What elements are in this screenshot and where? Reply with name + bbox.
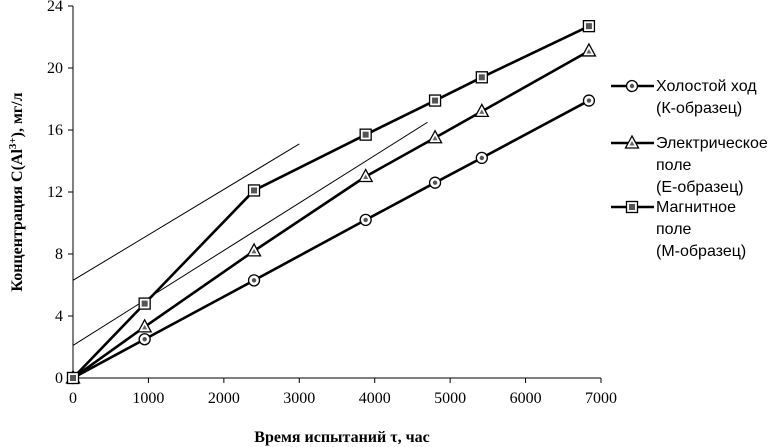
legend-label: (К-образец)	[656, 100, 742, 117]
series-triangle	[65, 42, 597, 384]
data-point-circle-core	[432, 180, 438, 185]
x-tick-label: 4000	[359, 390, 391, 407]
data-point-square-core	[585, 23, 592, 30]
series-group	[65, 19, 597, 385]
legend-entry-circle: Холостой ход (К-образец)	[611, 78, 757, 117]
data-point-square-core	[70, 375, 76, 381]
x-tick-label: 7000	[585, 390, 617, 407]
data-point-circle-core	[142, 337, 147, 342]
x-tick-label: 0	[69, 390, 77, 407]
legend-label: поле	[656, 221, 692, 238]
y-tick-label: 24	[47, 0, 63, 15]
legend-entry-triangle: Электрическое поле (Е-образец)	[611, 134, 768, 196]
y-tick-label: 4	[55, 308, 63, 325]
data-point-circle-core	[586, 98, 592, 103]
y-axis-title-sup: 3+	[7, 137, 19, 149]
series-line-square	[72, 24, 590, 379]
data-point-triangle-core	[363, 174, 369, 179]
legend-label: (Е-образец)	[656, 179, 744, 196]
x-tick-label: 6000	[510, 390, 542, 407]
data-point-triangle-core	[432, 135, 438, 141]
tangent-line	[72, 143, 300, 281]
legend-swatch-marker-core	[629, 141, 635, 146]
data-point-triangle-core	[142, 324, 148, 330]
legend-label: (М-образец)	[656, 243, 746, 260]
x-tick-label: 3000	[283, 390, 315, 407]
data-point-square-core	[141, 300, 148, 307]
series-line-triangle	[72, 49, 590, 380]
x-tick-label: 5000	[434, 390, 466, 407]
x-tick-label: 1000	[132, 390, 164, 407]
y-tick-label: 16	[47, 122, 63, 139]
legend-label: Магнитное	[656, 199, 736, 216]
y-tick-label: 12	[47, 184, 63, 201]
legend-label: поле	[656, 157, 692, 174]
legend-swatch-marker-core	[629, 83, 635, 89]
data-point-square-core	[362, 131, 369, 138]
data-point-square-core	[432, 97, 439, 104]
y-axis-title-main: Концентрация C(Al	[9, 149, 26, 292]
x-tick-label: 2000	[208, 390, 240, 407]
data-point-triangle-core	[479, 109, 485, 114]
y-axis-title: Концентрация C(Al3+), мг/л	[7, 92, 26, 291]
ticks: 0 1000 2000 3000 4000 5000 6000 7000 0 4 8 12 16 20 24	[47, 0, 617, 407]
data-point-square-core	[478, 74, 485, 81]
data-point-square-core	[251, 187, 258, 194]
data-point-triangle-core	[586, 48, 592, 54]
tangent-line	[72, 121, 428, 346]
legend-label: Холостой ход	[656, 78, 757, 95]
y-axis-title-tail: ), мг/л	[9, 92, 26, 137]
data-point-triangle-core	[251, 248, 257, 254]
legend-swatch-marker-core	[629, 204, 635, 210]
legend-entry-square: Магнитное поле (М-образец)	[611, 199, 746, 260]
y-tick-label: 8	[55, 246, 63, 263]
legend: Холостой ход (К-образец) Электрическое поле…	[611, 78, 768, 260]
y-tick-label: 20	[47, 60, 63, 77]
legend-label: Электрическое	[656, 135, 768, 152]
series-line-circle	[72, 99, 590, 380]
data-point-circle-core	[251, 278, 257, 283]
data-point-circle-core	[479, 155, 485, 161]
y-tick-label: 0	[55, 370, 63, 387]
series-circle	[66, 94, 596, 385]
data-point-circle-core	[363, 217, 368, 223]
series-square	[66, 19, 596, 385]
tangent-lines	[72, 121, 428, 346]
x-axis-title: Время испытаний τ, час	[254, 429, 429, 446]
